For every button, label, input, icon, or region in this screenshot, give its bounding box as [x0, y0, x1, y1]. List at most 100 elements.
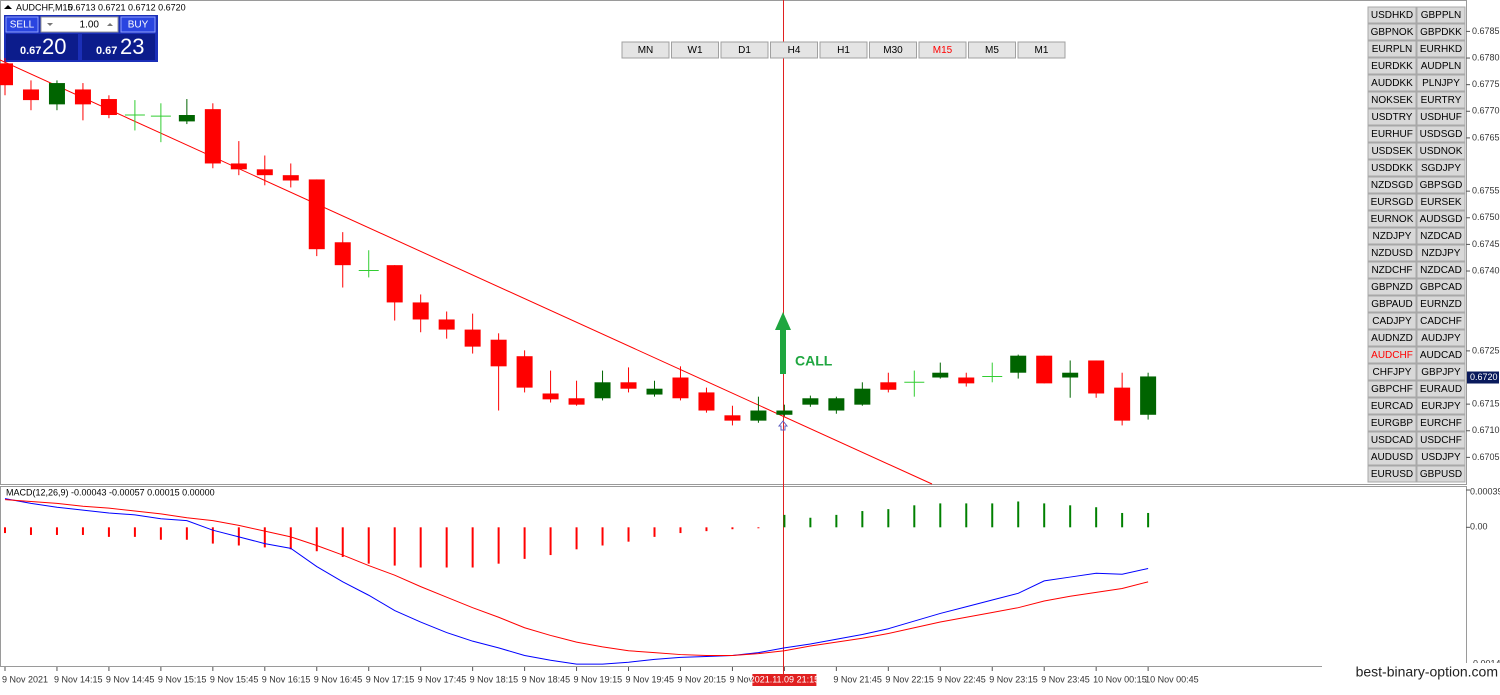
symbol-button[interactable] — [1416, 261, 1466, 279]
symbol-button[interactable] — [1416, 227, 1466, 245]
symbol-label: USDSEK — [1371, 146, 1412, 157]
candle-body — [74, 89, 91, 105]
symbol-button[interactable] — [1367, 40, 1417, 58]
symbol-button[interactable] — [1416, 431, 1466, 449]
symbol-button[interactable] — [1367, 227, 1417, 245]
symbol-button[interactable] — [1416, 6, 1466, 24]
symbol-button[interactable] — [1416, 329, 1466, 347]
symbol-button[interactable] — [1416, 414, 1466, 432]
timeframe-label: H4 — [788, 45, 801, 56]
sell-label: SELL — [10, 20, 35, 31]
symbol-button[interactable] — [1416, 346, 1466, 364]
symbol-button[interactable] — [1416, 125, 1466, 143]
price-tick-label: 0.6705 — [1472, 452, 1500, 462]
symbol-button[interactable] — [1367, 380, 1417, 398]
symbol-button[interactable] — [1367, 244, 1417, 262]
symbol-button[interactable] — [1367, 346, 1417, 364]
symbol-button[interactable] — [1416, 312, 1466, 330]
symbol-button[interactable] — [1367, 465, 1417, 483]
symbol-button[interactable] — [1367, 23, 1417, 41]
symbol-button[interactable] — [1367, 176, 1417, 194]
timeframe-button[interactable] — [968, 41, 1016, 59]
symbol-button[interactable] — [1416, 448, 1466, 466]
symbol-button[interactable] — [1367, 125, 1417, 143]
symbol-button[interactable] — [1416, 74, 1466, 92]
symbol-label: USDHKD — [1371, 10, 1413, 21]
timeframe-button[interactable] — [819, 41, 868, 59]
symbol-button[interactable] — [1416, 23, 1466, 41]
symbol-button[interactable] — [1367, 193, 1417, 211]
sell-button[interactable] — [5, 16, 39, 33]
timeframe-button[interactable] — [720, 41, 769, 59]
timeframe-button[interactable] — [869, 41, 917, 59]
symbol-button[interactable] — [1367, 210, 1417, 228]
candle-body — [48, 83, 65, 105]
candle-body — [880, 382, 897, 390]
symbol-label: NZDJPY — [1422, 248, 1461, 259]
sell-price-box[interactable] — [6, 34, 78, 60]
symbol-button[interactable] — [1416, 465, 1466, 483]
symbol-button[interactable] — [1416, 244, 1466, 262]
time-label: 9 Nov 23:15 — [989, 674, 1038, 684]
buy-button[interactable] — [120, 16, 156, 33]
symbol-button[interactable] — [1367, 312, 1417, 330]
symbol-button[interactable] — [1367, 142, 1417, 160]
timeframe-label: W1 — [688, 45, 703, 56]
symbol-label: EURCHF — [1420, 418, 1462, 429]
timeframe-label: D1 — [738, 45, 751, 56]
symbol-button[interactable] — [1367, 363, 1417, 381]
timeframe-button[interactable] — [621, 41, 670, 59]
symbol-button[interactable] — [1416, 142, 1466, 160]
candle-body — [1114, 387, 1131, 421]
symbol-button[interactable] — [1367, 295, 1417, 313]
symbol-button[interactable] — [1416, 57, 1466, 75]
symbol-button[interactable] — [1367, 431, 1417, 449]
timeframe-button[interactable] — [770, 41, 818, 59]
price-tick-label: 0.6715 — [1472, 399, 1500, 409]
symbol-button[interactable] — [1416, 210, 1466, 228]
symbol-button[interactable] — [1367, 278, 1417, 296]
symbol-button[interactable] — [1416, 108, 1466, 126]
buy-price-box[interactable] — [82, 34, 155, 60]
symbol-button[interactable] — [1416, 380, 1466, 398]
lot-up[interactable] — [107, 23, 113, 26]
symbol-button[interactable] — [1367, 329, 1417, 347]
symbol-button[interactable] — [1416, 176, 1466, 194]
symbol-button[interactable] — [1416, 397, 1466, 415]
symbol-button[interactable] — [1367, 57, 1417, 75]
symbol-button[interactable] — [1367, 414, 1417, 432]
symbol-button[interactable] — [1367, 448, 1417, 466]
timeframe-button[interactable] — [671, 41, 719, 59]
symbol-button[interactable] — [1367, 261, 1417, 279]
current-price-label: 0.6720 — [1470, 372, 1498, 382]
timeframe-label: M1 — [1035, 45, 1049, 56]
candle-body — [1062, 372, 1079, 378]
symbol-button[interactable] — [1416, 278, 1466, 296]
symbol-button[interactable] — [1416, 295, 1466, 313]
lot-input[interactable] — [40, 16, 119, 33]
symbol-button[interactable] — [1416, 40, 1466, 58]
timeframe-button[interactable] — [918, 41, 967, 59]
symbol-button[interactable] — [1367, 397, 1417, 415]
symbol-button[interactable] — [1367, 6, 1417, 24]
timeframe-button[interactable] — [1017, 41, 1066, 59]
symbol-button[interactable] — [1367, 159, 1417, 177]
symbol-label: SGDJPY — [1421, 163, 1461, 174]
symbol-label: PLNJPY — [1422, 78, 1460, 89]
symbol-label: GBPSGD — [1420, 180, 1463, 191]
symbol-button[interactable] — [1367, 74, 1417, 92]
symbol-button[interactable] — [1367, 91, 1417, 109]
symbol-button[interactable] — [1367, 108, 1417, 126]
symbol-label: EURGBP — [1371, 418, 1414, 429]
symbol-label: GBPJPY — [1421, 367, 1461, 378]
symbol-button[interactable] — [1416, 91, 1466, 109]
symbol-button[interactable] — [1416, 193, 1466, 211]
symbol-button[interactable] — [1416, 363, 1466, 381]
symbol-button[interactable] — [1416, 159, 1466, 177]
candle-body — [750, 410, 767, 421]
trade-panel: SELL 1.00 BUY 0.67 20 0.67 23 — [4, 15, 158, 62]
lot-down[interactable] — [47, 23, 53, 26]
time-label: 9 Nov 17:15 — [366, 674, 415, 684]
symbol-label: GBPCHF — [1371, 384, 1413, 395]
time-label: 9 Nov 18:15 — [470, 674, 519, 684]
